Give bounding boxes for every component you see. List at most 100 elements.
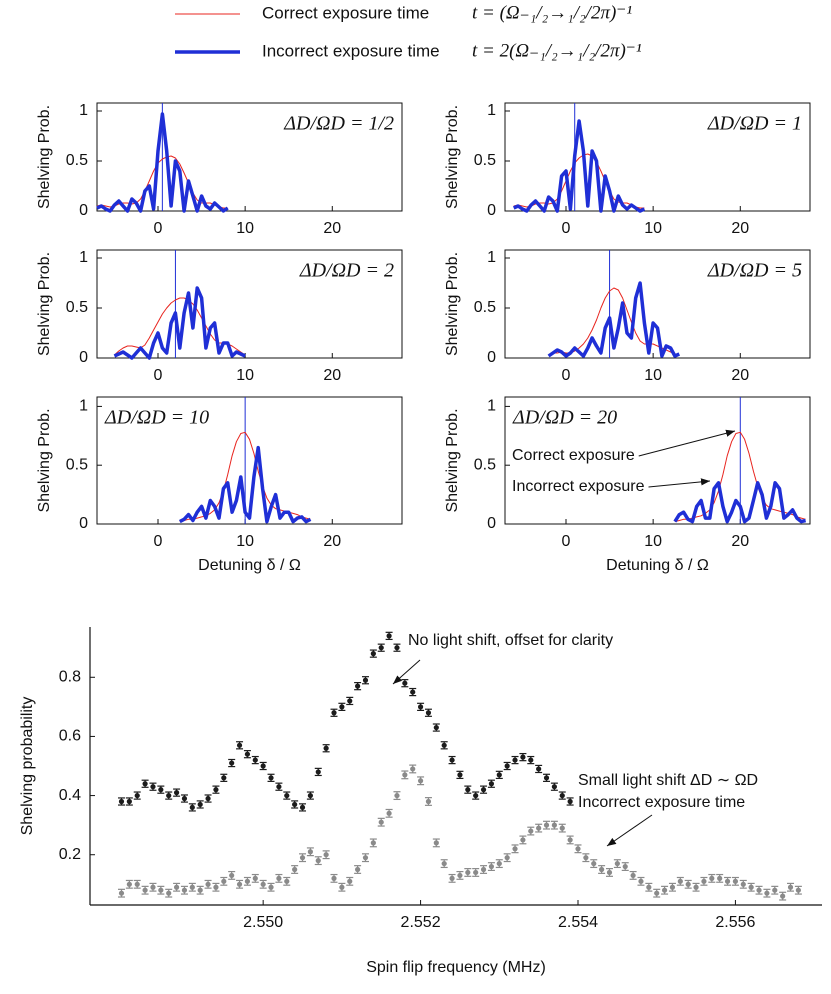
- data-point: [173, 884, 180, 890]
- data-point: [528, 757, 534, 763]
- data-point: [638, 878, 644, 884]
- data-point: [646, 884, 652, 890]
- data-point: [433, 724, 439, 731]
- data-point: [575, 846, 581, 852]
- data-point: [205, 795, 211, 802]
- data-point: [677, 878, 683, 884]
- data-point: [370, 840, 376, 846]
- data-point: [457, 872, 463, 879]
- x-tick-label: 0: [154, 533, 163, 550]
- data-point: [536, 825, 542, 831]
- data-point: [284, 878, 290, 884]
- data-point: [583, 855, 589, 861]
- data-point: [559, 792, 565, 799]
- data-point: [480, 866, 487, 873]
- data-point: [307, 849, 313, 855]
- data-point: [512, 846, 518, 852]
- y-axis-label: Shelving Prob.: [444, 105, 461, 209]
- data-point: [567, 837, 573, 843]
- data-point: [142, 781, 148, 787]
- data-point: [433, 840, 439, 846]
- data-point: [520, 754, 526, 760]
- data-point: [394, 645, 400, 651]
- data-point: [134, 792, 140, 799]
- data-point: [512, 757, 518, 763]
- plot-frame: [504, 396, 811, 525]
- data-point: [181, 887, 188, 893]
- panel-label: ΔD/ΩD = 5: [707, 260, 802, 282]
- data-point: [299, 804, 306, 811]
- data-point: [425, 710, 432, 716]
- annotation: Small light shift ΔD ∼ ΩD: [578, 772, 758, 789]
- data-point: [669, 884, 676, 890]
- x-tick-label: 10: [236, 367, 254, 384]
- panel-label: ΔD/ΩD = 10: [104, 407, 209, 429]
- data-point: [236, 881, 243, 887]
- y-tick-label: 0.8: [59, 668, 81, 685]
- data-point: [425, 798, 432, 805]
- panel-label: ΔD/ΩD = 1/2: [283, 113, 394, 135]
- panel-label: ΔD/ΩD = 1: [707, 113, 802, 135]
- x-tick-label: 20: [323, 367, 341, 384]
- data-point: [724, 878, 731, 884]
- data-point: [134, 881, 140, 887]
- data-point: [268, 884, 274, 890]
- y-tick-label: 0.5: [66, 456, 88, 473]
- curve: [512, 119, 646, 213]
- annotation: Incorrect exposure time: [578, 794, 745, 811]
- data-point: [465, 869, 471, 876]
- data-point: [158, 787, 164, 793]
- data-point: [229, 872, 235, 879]
- y-tick-label: 0.4: [59, 787, 81, 804]
- data-point: [378, 819, 384, 825]
- y-tick-label: 0.2: [59, 846, 81, 863]
- data-point: [221, 775, 227, 781]
- x-tick-label: 20: [323, 220, 341, 237]
- data-point: [654, 890, 660, 896]
- data-point: [362, 855, 369, 861]
- y-tick-label: 0: [79, 202, 88, 219]
- data-point: [339, 884, 345, 890]
- data-point: [181, 795, 188, 802]
- y-axis-label: Shelving Prob.: [444, 252, 461, 356]
- data-point: [693, 884, 699, 890]
- data-point: [142, 887, 148, 893]
- y-tick-label: 1: [79, 398, 88, 415]
- data-point: [331, 875, 337, 881]
- data-point: [260, 881, 266, 887]
- y-tick-label: 0.5: [474, 299, 496, 316]
- y-axis-label: Shelving Prob.: [444, 408, 461, 512]
- x-tick-label: 10: [644, 533, 662, 550]
- data-point: [717, 875, 723, 881]
- data-point: [536, 766, 542, 772]
- data-point: [488, 781, 495, 787]
- data-point: [126, 881, 132, 887]
- data-point: [740, 881, 746, 887]
- x-axis-label: Detuning δ / Ω: [606, 557, 709, 574]
- curve: [96, 112, 229, 213]
- panel-label: ΔD/ΩD = 20: [512, 407, 617, 429]
- legend-equation: t = 2(Ω₋₁/₂→₁/₂/2π)⁻¹: [472, 40, 642, 61]
- data-point: [441, 742, 447, 748]
- data-point: [685, 881, 691, 887]
- x-tick-label: 20: [731, 220, 749, 237]
- data-point: [417, 704, 424, 710]
- annotation-arrow: [606, 814, 653, 847]
- data-point: [284, 792, 290, 799]
- data-point: [339, 704, 345, 710]
- data-point: [197, 887, 203, 893]
- data-point: [213, 884, 219, 890]
- data-point: [386, 633, 392, 639]
- data-point: [449, 757, 455, 763]
- y-tick-label: 0: [487, 515, 496, 532]
- y-tick-label: 1: [487, 102, 496, 119]
- y-tick-label: 0: [487, 349, 496, 366]
- data-point: [772, 887, 778, 893]
- data-point: [496, 772, 502, 778]
- data-point: [362, 677, 369, 683]
- legend-label: Correct exposure time: [262, 3, 429, 22]
- data-point: [213, 787, 219, 793]
- x-axis-label: Detuning δ / Ω: [198, 557, 301, 574]
- data-point: [473, 792, 479, 799]
- annotation-arrow: [392, 659, 421, 685]
